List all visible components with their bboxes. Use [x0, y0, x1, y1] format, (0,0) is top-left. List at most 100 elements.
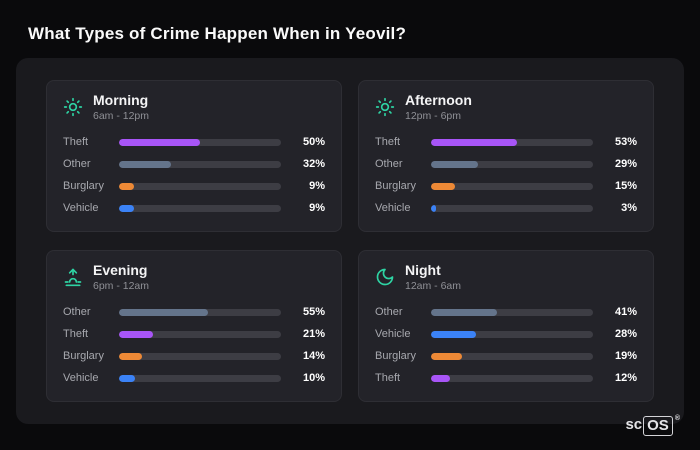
moon-icon — [375, 267, 395, 287]
crime-label: Burglary — [63, 350, 104, 362]
bar-fill — [431, 308, 498, 316]
bar-fill — [119, 374, 136, 382]
crime-bar-row: Other 41% — [375, 301, 637, 323]
crime-percent: 53% — [614, 136, 637, 148]
bar-fill — [119, 352, 142, 360]
bar-fill — [431, 330, 477, 338]
bar-fill — [119, 330, 154, 338]
crime-label: Vehicle — [375, 202, 411, 214]
crime-label: Theft — [375, 136, 401, 148]
crime-bar-row: Vehicle 28% — [375, 323, 637, 345]
crime-percent: 3% — [621, 202, 637, 214]
crime-percent: 32% — [302, 158, 325, 170]
crime-bar-row: Theft 12% — [375, 367, 637, 389]
time-period-card-night: Night 12am - 6am Other 41% Vehicle 28% Burglar… — [358, 250, 654, 402]
crime-percent: 19% — [614, 350, 637, 362]
crime-percent: 9% — [309, 180, 325, 192]
registered-mark: ® — [674, 415, 680, 422]
period-title: Afternoon — [405, 92, 472, 108]
bar-track — [431, 204, 593, 212]
bar-rows: Other 41% Vehicle 28% Burglary 19% Theft 12% — [375, 301, 637, 389]
card-titles: Night 12am - 6am — [405, 262, 461, 292]
crime-label: Burglary — [375, 350, 416, 362]
crime-label: Other — [63, 158, 91, 170]
crime-label: Other — [375, 158, 403, 170]
period-title: Evening — [93, 262, 148, 278]
bar-fill — [119, 204, 134, 212]
bar-fill — [119, 160, 171, 168]
card-titles: Evening 6pm - 12am — [93, 262, 149, 292]
crime-label: Other — [63, 306, 91, 318]
bar-fill — [431, 138, 517, 146]
crime-bar-row: Vehicle 10% — [63, 367, 325, 389]
crime-label: Theft — [63, 136, 89, 148]
bar-track — [431, 330, 593, 338]
logo-prefix: sc — [625, 416, 643, 433]
crime-percent: 14% — [302, 350, 325, 362]
time-period-card-morning: Morning 6am - 12pm Theft 50% Other 32% Burglar… — [46, 80, 342, 232]
card-titles: Morning 6am - 12pm — [93, 92, 149, 122]
crime-bar-row: Burglary 14% — [63, 345, 325, 367]
crime-bar-row: Burglary 19% — [375, 345, 637, 367]
bar-track — [119, 374, 281, 382]
period-title: Night — [405, 262, 441, 278]
cards-grid: Morning 6am - 12pm Theft 50% Other 32% Burglar… — [16, 58, 684, 424]
crime-percent: 12% — [614, 372, 637, 384]
card-header: Evening 6pm - 12am — [63, 262, 325, 292]
bar-track — [119, 138, 281, 146]
crime-bar-row: Burglary 9% — [63, 175, 325, 197]
bar-track — [119, 160, 281, 168]
crime-label: Vehicle — [63, 202, 99, 214]
crime-percent: 41% — [614, 306, 637, 318]
crime-label: Vehicle — [375, 328, 411, 340]
bar-fill — [431, 352, 462, 360]
period-title: Morning — [93, 92, 149, 108]
bar-track — [431, 138, 593, 146]
scos-logo: sc OS ® — [625, 415, 680, 436]
sun-icon — [63, 97, 83, 117]
crime-bar-row: Theft 50% — [63, 131, 325, 153]
sunset-icon — [63, 267, 83, 287]
bar-track — [431, 308, 593, 316]
crime-label: Burglary — [375, 180, 416, 192]
bar-track — [119, 352, 281, 360]
crime-label: Theft — [375, 372, 401, 384]
logo-suffix: OS — [643, 416, 673, 436]
bar-track — [119, 204, 281, 212]
bar-track — [119, 308, 281, 316]
crime-label: Burglary — [63, 180, 104, 192]
bar-fill — [119, 182, 134, 190]
crime-bar-row: Other 32% — [63, 153, 325, 175]
bar-track — [431, 374, 593, 382]
time-period-card-evening: Evening 6pm - 12am Other 55% Theft 21% Burglar… — [46, 250, 342, 402]
bar-fill — [119, 308, 209, 316]
bar-fill — [431, 160, 478, 168]
period-time-range: 12am - 6am — [405, 280, 462, 292]
crime-percent: 10% — [302, 372, 325, 384]
page-title: What Types of Crime Happen When in Yeovi… — [28, 24, 407, 43]
bar-fill — [431, 374, 451, 382]
crime-bar-row: Vehicle 3% — [375, 197, 637, 219]
bar-track — [431, 160, 593, 168]
bar-rows: Other 55% Theft 21% Burglary 14% Vehicle 10% — [63, 301, 325, 389]
crime-bar-row: Other 55% — [63, 301, 325, 323]
crime-bar-row: Theft 21% — [63, 323, 325, 345]
card-header: Morning 6am - 12pm — [63, 92, 325, 122]
crime-percent: 50% — [302, 136, 325, 148]
crime-label: Theft — [63, 328, 89, 340]
bar-fill — [431, 204, 436, 212]
period-time-range: 12pm - 6pm — [405, 110, 462, 122]
crime-bar-row: Other 29% — [375, 153, 637, 175]
crime-percent: 28% — [614, 328, 637, 340]
time-period-card-afternoon: Afternoon 12pm - 6pm Theft 53% Other 29% Burgl… — [358, 80, 654, 232]
bar-rows: Theft 50% Other 32% Burglary 9% Vehicle 9% — [63, 131, 325, 219]
bar-track — [119, 330, 281, 338]
crime-percent: 15% — [614, 180, 637, 192]
bar-track — [431, 352, 593, 360]
bar-fill — [431, 182, 456, 190]
crime-percent: 29% — [614, 158, 637, 170]
crime-label: Other — [375, 306, 403, 318]
crime-percent: 55% — [302, 306, 325, 318]
period-time-range: 6am - 12pm — [93, 110, 150, 122]
